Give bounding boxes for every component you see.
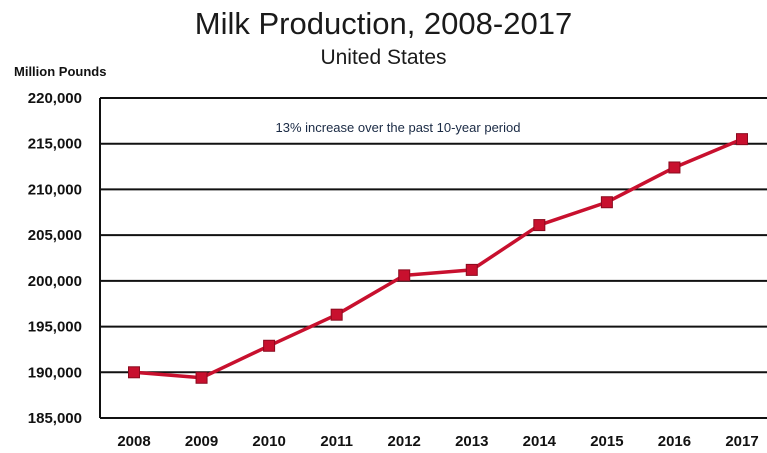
y-tick-label: 185,000 (28, 410, 82, 427)
data-point (668, 161, 681, 174)
chart-annotation: 13% increase over the past 10-year perio… (276, 120, 521, 135)
chart-subtitle: United States (320, 46, 447, 69)
x-tick-label: 2008 (117, 433, 150, 450)
y-tick-label: 215,000 (28, 136, 82, 153)
x-tick-label: 2012 (388, 433, 421, 450)
y-tick-label: 220,000 (28, 90, 82, 107)
x-tick-labels: 2008 2009 2010 2011 2012 2013 2014 2015 2016 2017 (117, 433, 758, 450)
x-tick-label: 2010 (252, 433, 285, 450)
data-point (195, 371, 208, 384)
data-point (736, 133, 748, 146)
x-tick-label: 2014 (523, 433, 557, 450)
y-tick-label: 200,000 (28, 273, 82, 290)
x-tick-label: 2015 (590, 433, 623, 450)
gridlines (99, 97, 767, 419)
series-line (133, 137, 743, 380)
data-point (398, 269, 411, 282)
data-point (263, 339, 276, 352)
data-point (465, 263, 478, 276)
chart-title: Milk Production, 2008-2017 (194, 6, 573, 41)
x-tick-label: 2011 (320, 433, 353, 450)
y-tick-label: 195,000 (28, 319, 82, 336)
data-point (533, 219, 546, 232)
x-tick-label: 2009 (185, 433, 218, 450)
y-tick-label: 210,000 (28, 181, 82, 198)
y-tick-label: 190,000 (28, 364, 82, 381)
x-tick-label: 2017 (725, 433, 758, 450)
x-tick-label: 2016 (658, 433, 691, 450)
data-point (330, 308, 343, 321)
y-tick-label: 205,000 (28, 227, 82, 244)
y-axis-label: Million Pounds (14, 64, 107, 79)
series-group (128, 133, 748, 384)
x-tick-label: 2013 (455, 433, 488, 450)
data-point (600, 196, 613, 209)
data-point (128, 366, 140, 379)
y-tick-labels: 220,000 215,000 210,000 205,000 200,000 195,0… (28, 90, 82, 427)
